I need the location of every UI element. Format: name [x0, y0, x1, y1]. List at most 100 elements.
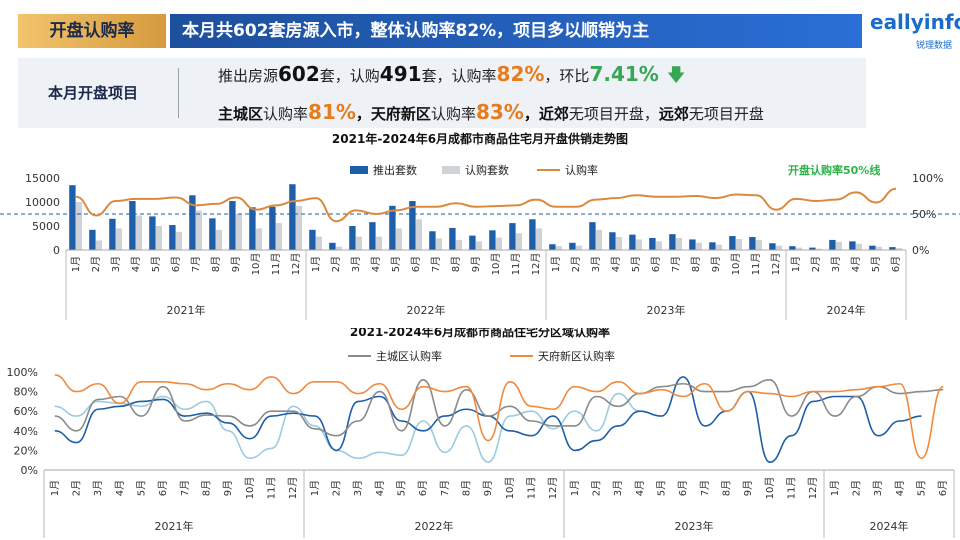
legend-label-main-city: 主城区认购率 [376, 349, 442, 363]
bar-sold [895, 248, 902, 250]
bar-sold [615, 237, 622, 250]
summary-label: 本月开盘项目 [47, 84, 138, 102]
bar-sold [815, 248, 822, 250]
bar-supply [809, 247, 816, 250]
y-tick-label: 60% [14, 405, 38, 418]
bar-sold [195, 210, 202, 250]
bar-sold [275, 223, 282, 250]
x-tick-label: 3月 [612, 480, 624, 496]
x-tick-label: 5月 [150, 256, 162, 272]
x-tick-label: 4月 [610, 256, 622, 272]
bar-sold [755, 239, 762, 250]
bar-sold [655, 241, 662, 250]
bar-supply [889, 247, 896, 250]
bar-supply [469, 235, 476, 250]
x-tick-label: 7月 [439, 480, 451, 496]
x-tick-label: 5月 [656, 480, 668, 496]
x-tick-label: 5月 [630, 256, 642, 272]
bar-supply [349, 226, 356, 250]
summary-line-1: 推出房源602套，认购491套，认购率82%，环比7.41% 🡇 [218, 62, 685, 93]
brand-logo: eallyinfo 锐理数据 [866, 10, 960, 52]
x-tick-label: 1月 [550, 256, 562, 272]
x-tick-label: 6月 [650, 256, 662, 272]
year-label: 2024年 [870, 519, 909, 533]
x-tick-label: 7月 [699, 480, 711, 496]
bar-sold [575, 245, 582, 250]
bar-supply [89, 229, 96, 250]
bar-supply [109, 218, 116, 250]
x-tick-label: 3月 [350, 256, 362, 272]
bar-supply [789, 246, 796, 250]
bar-sold [495, 237, 502, 250]
bar-sold [255, 228, 262, 250]
bar-supply [769, 243, 776, 250]
x-tick-label: 9月 [470, 256, 482, 272]
x-tick-label: 1月 [310, 256, 322, 272]
bar-supply [569, 242, 576, 250]
bar-supply [849, 241, 856, 250]
x-tick-label: 10月 [504, 477, 516, 500]
year-label: 2022年 [407, 303, 446, 317]
chart2-lines [54, 374, 944, 463]
x-tick-label: 1月 [309, 480, 321, 496]
x-tick-label: 7月 [670, 256, 682, 272]
x-tick-label: 8月 [201, 480, 213, 496]
district-rate-chart: 2021-2024年6月成都市商品住宅分区域认购率 主城区认购率 天府新区认购率… [7, 328, 955, 538]
x-tick-label: 11月 [266, 477, 278, 500]
x-tick-label: 9月 [742, 480, 754, 496]
bar-sold [175, 231, 182, 250]
summary-box: 本月开盘项目 推出房源602套，认购491套，认购率82%，环比7.41% 🡇 主… [18, 58, 866, 128]
bar-supply [869, 245, 876, 250]
x-tick-label: 2月 [570, 256, 582, 272]
y-tick-label: 100% [7, 366, 38, 379]
s2-i: 近郊 [538, 105, 569, 123]
supply-count: 602 [278, 62, 320, 86]
bar-sold [555, 246, 562, 250]
s2-l: 无项目开盘 [688, 105, 764, 123]
legend-label-rate: 认购率 [565, 163, 598, 177]
logo-text: eallyinfo [870, 10, 960, 34]
x-tick-label: 4月 [634, 480, 646, 496]
bar-supply [129, 201, 136, 250]
summary-line-2: 主城区认购率81%，天府新区认购率83%，近郊无项目开盘，远郊无项目开盘 [218, 100, 764, 124]
x-tick-label: 2月 [331, 480, 343, 496]
legend-label-tianfu: 天府新区认购率 [538, 349, 615, 363]
x-tick-label: 12月 [287, 477, 299, 500]
y-tick-label: 40% [14, 425, 38, 438]
chart2-year-groups: 2021年 2022年 2023年 2024年 [43, 470, 955, 538]
x-tick-label: 11月 [750, 253, 762, 276]
year-label: 2021年 [167, 303, 206, 317]
bar-supply [369, 222, 376, 250]
x-tick-label: 3月 [352, 480, 364, 496]
bar-supply [69, 185, 76, 250]
y2-tick-label: 0% [912, 244, 929, 257]
x-tick-label: 2月 [71, 480, 83, 496]
x-tick-label: 6月 [417, 480, 429, 496]
s1-p1: 推出房源 [218, 67, 279, 85]
bar-supply [509, 223, 516, 250]
bar-sold [515, 233, 522, 250]
main-city-rate: 81% [308, 100, 356, 124]
bar-supply [549, 244, 556, 250]
headline-banner: 本月共602套房源入市，整体认购率82%，项目多以顺销为主 [170, 14, 862, 48]
x-tick-label: 11月 [786, 477, 798, 500]
x-tick-label: 6月 [157, 480, 169, 496]
y-tick-label: 0% [21, 464, 38, 477]
bar-sold [415, 219, 422, 250]
bar-supply [829, 239, 836, 250]
y-tick-label: 10000 [25, 196, 60, 209]
series-line-1 [54, 374, 944, 460]
s2-f: 认购率 [430, 105, 476, 123]
chart1-y-axis: 0 5000 10000 15000 [25, 172, 60, 257]
legend-swatch-supply [350, 166, 368, 174]
year-label: 2022年 [415, 519, 454, 533]
x-tick-label: 2月 [851, 480, 863, 496]
bar-sold [155, 226, 162, 250]
chart1-title: 2021年-2024年6月成都市商品住宅月开盘供销走势图 [332, 131, 628, 146]
x-tick-label: 11月 [270, 253, 282, 276]
y-tick-label: 15000 [25, 172, 60, 185]
bar-supply [249, 207, 256, 250]
x-tick-label: 1月 [49, 480, 61, 496]
x-tick-label: 11月 [510, 253, 522, 276]
chart2-y-axis: 0% 20% 40% 60% 80% 100% [7, 366, 954, 477]
